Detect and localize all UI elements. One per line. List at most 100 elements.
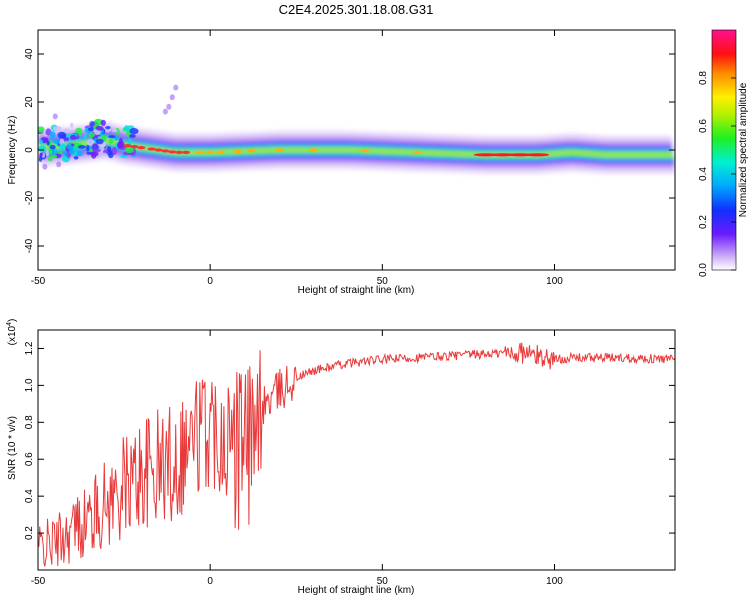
snr-x-label: Height of straight line (km)	[298, 585, 415, 596]
snr-plot-area	[38, 330, 675, 570]
spectrogram-x-tick-label: 100	[546, 276, 563, 287]
spectrogram-x-tick-label: 50	[377, 276, 389, 287]
spectrogram-blob	[87, 127, 94, 132]
spectrogram-ticks: -50 0 50 100 -40 -20 0 20 40	[24, 30, 675, 287]
spectrogram-peak	[147, 147, 156, 151]
colorbar-tick-label: 0.4	[698, 167, 709, 181]
spectrogram-blob	[108, 135, 116, 139]
spectrogram-x-tick-label: -50	[31, 276, 46, 287]
spectrogram-blob	[52, 125, 62, 132]
spectrogram-y-tick-label: -20	[24, 190, 35, 205]
spectrogram-blob	[92, 148, 101, 153]
spectrogram-peak	[233, 149, 242, 154]
spectrogram-blob	[129, 134, 136, 138]
spectrogram-peak	[161, 149, 170, 153]
spectrogram-blob	[49, 144, 56, 150]
spectrogram-peak	[525, 153, 550, 157]
snr-series-line	[38, 342, 675, 567]
spectrogram-peak	[130, 145, 139, 149]
spectrogram-blob	[49, 131, 56, 139]
spectrogram-blob	[38, 156, 43, 162]
spectrogram-peak	[275, 148, 284, 152]
snr-y-label: SNR (10 * v/v)	[7, 416, 18, 480]
spectrogram-blob	[95, 125, 104, 131]
colorbar-tick-label: 0.2	[698, 215, 709, 229]
spectrogram-blob	[73, 156, 79, 160]
spectrogram-y-label: Frequency (Hz)	[7, 116, 18, 185]
colorbar-tick-label: 0.8	[698, 71, 709, 85]
figure-title: C2E4.2025.301.18.08.G31	[279, 2, 434, 17]
spectrogram-blob	[127, 138, 132, 146]
spectrogram-blob	[70, 134, 77, 140]
spectrogram-blob	[86, 151, 92, 155]
spectrogram-blob	[71, 143, 75, 147]
colorbar-frame	[711, 29, 737, 271]
spectrogram-peak	[508, 153, 533, 157]
spectrogram-blob	[94, 118, 103, 126]
spectrogram-peak	[175, 150, 184, 154]
spectrogram-y-tick-label: 40	[24, 48, 35, 60]
snr-y-tick-label: 0.8	[24, 415, 35, 429]
snr-x-tick-label: 100	[546, 576, 563, 587]
spectrogram-blob	[122, 151, 128, 156]
spectrogram-blob	[91, 151, 97, 159]
spectrogram-peak	[247, 149, 256, 153]
snr-ticks: -50 0 50 100 0.2 0.4 0.6 0.8 1.0 1.2	[24, 330, 675, 587]
spectrogram-y-tick-label: -40	[24, 238, 35, 253]
spectrogram-peak	[309, 148, 318, 152]
snr-y-tick-label: 1.2	[24, 341, 35, 355]
spectrogram-peak	[412, 150, 421, 154]
spectrogram-blob	[65, 137, 69, 141]
spectrogram-blob	[77, 145, 86, 149]
snr-y-scale-label: (x104)	[6, 319, 18, 346]
spectrogram-blob	[108, 138, 114, 144]
spectrogram-blob	[100, 119, 106, 126]
spectrogram-blob	[39, 152, 43, 157]
spectrogram-blob	[107, 146, 112, 153]
colorbar-label: Normalized spectral amplitude	[738, 82, 749, 217]
spectrogram-panel: -50 0 50 100 -40 -20 0 20 40 Height of straight …	[7, 29, 676, 296]
spectrogram-blob	[51, 154, 58, 159]
spectrogram-blob	[59, 143, 67, 150]
spectrogram-blob	[125, 146, 134, 154]
spectrogram-blob	[88, 132, 95, 138]
spectrogram-blob	[114, 136, 121, 141]
snr-y-tick-label: 0.2	[24, 526, 35, 540]
spectrogram-peak	[490, 153, 515, 157]
spectrogram-blob	[63, 128, 71, 134]
spectrogram-blob	[86, 144, 90, 152]
spectrogram-blob	[39, 139, 43, 145]
snr-panel: -50 0 50 100 0.2 0.4 0.6 0.8 1.0 1.2 Height of st…	[6, 319, 676, 596]
colorbar-tick-label: 0.6	[698, 119, 709, 133]
spectrogram-blob	[117, 140, 125, 149]
snr-x-tick-label: 50	[377, 576, 389, 587]
spectrogram-heatmap	[38, 84, 675, 174]
spectrogram-peak	[182, 150, 191, 154]
spectrogram-blob	[56, 161, 62, 168]
spectrogram-blob	[38, 126, 45, 133]
spectrogram-peak	[137, 146, 146, 150]
spectrogram-y-tick-label: 20	[24, 96, 35, 108]
spectrogram-blob	[111, 129, 118, 133]
colorbar: 0.0 0.2 0.4 0.6 0.8 Normalized spectral ampl…	[698, 29, 749, 277]
spectrogram-blob	[95, 138, 104, 145]
spectrogram-blob	[52, 149, 56, 156]
colorbar-gradient	[712, 30, 736, 270]
snr-y-tick-label: 1.0	[24, 378, 35, 392]
spectrogram-blob	[73, 142, 79, 149]
spectrogram-x-tick-label: 0	[207, 276, 213, 287]
snr-frame	[37, 329, 676, 571]
spectrogram-blob	[98, 150, 103, 158]
spectrogram-peak	[361, 149, 370, 153]
spectrogram-blob	[52, 113, 58, 120]
spectrogram-blob	[47, 156, 53, 162]
spectrogram-peak	[168, 150, 177, 154]
snr-x-tick-label: -50	[31, 576, 46, 587]
spectrogram-y-tick-label: 0	[24, 147, 35, 153]
snr-x-tick-label: 0	[207, 576, 213, 587]
spectrogram-blob	[169, 94, 175, 101]
spectrogram-blob	[53, 138, 60, 144]
spectrogram-peak	[473, 153, 498, 157]
spectrogram-blob	[105, 126, 111, 130]
spectrogram-peak	[206, 150, 215, 154]
